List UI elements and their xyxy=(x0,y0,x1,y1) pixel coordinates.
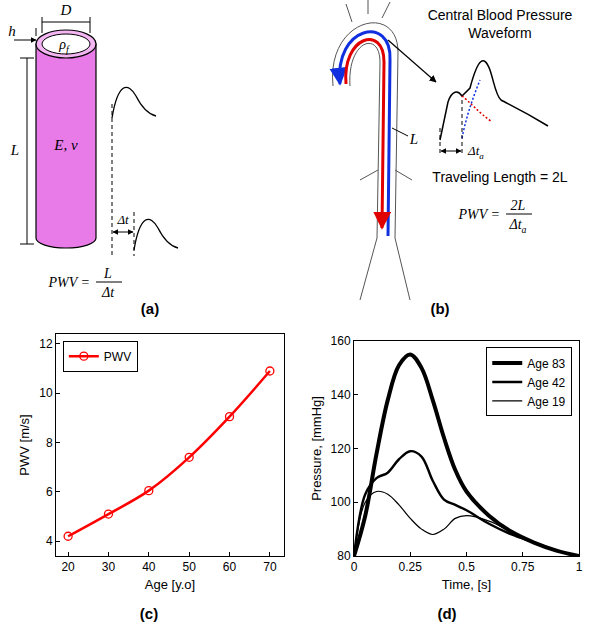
svg-text:160: 160 xyxy=(331,334,351,348)
svg-text:Pressure, [mmHg]: Pressure, [mmHg] xyxy=(309,396,324,501)
svg-text:PWV =: PWV = xyxy=(458,207,500,222)
svg-text:0.25: 0.25 xyxy=(399,560,423,574)
svg-text:(b): (b) xyxy=(430,300,449,317)
svg-text:30: 30 xyxy=(102,560,116,574)
svg-text:12: 12 xyxy=(39,337,53,351)
svg-text:1: 1 xyxy=(576,560,583,574)
svg-text:D: D xyxy=(60,2,72,18)
svg-text:Central Blood Pressure: Central Blood Pressure xyxy=(428,7,573,23)
svg-text:Time, [s]: Time, [s] xyxy=(442,577,491,592)
svg-text:Δta: Δta xyxy=(508,217,526,235)
svg-text:70: 70 xyxy=(263,560,277,574)
svg-text:2L: 2L xyxy=(511,198,526,213)
svg-text:Waveform: Waveform xyxy=(468,25,531,41)
svg-text:Age 19: Age 19 xyxy=(527,395,565,409)
svg-text:40: 40 xyxy=(142,560,156,574)
svg-text:PWV =: PWV = xyxy=(48,275,90,290)
svg-text:10: 10 xyxy=(39,386,53,400)
svg-text:PWV: PWV xyxy=(104,350,131,364)
svg-text:h: h xyxy=(8,23,16,39)
svg-text:4: 4 xyxy=(46,534,53,548)
svg-text:6: 6 xyxy=(46,485,53,499)
svg-text:60: 60 xyxy=(223,560,237,574)
svg-text:0.75: 0.75 xyxy=(511,560,535,574)
svg-text:0: 0 xyxy=(351,560,358,574)
svg-text:Age [y.o]: Age [y.o] xyxy=(145,577,195,592)
svg-text:Δt: Δt xyxy=(116,212,129,227)
svg-text:(a): (a) xyxy=(141,300,159,317)
svg-text:Traveling Length = 2L: Traveling Length = 2L xyxy=(432,169,568,185)
svg-text:140: 140 xyxy=(331,388,351,402)
svg-text:L: L xyxy=(409,131,418,147)
svg-text:ρf: ρf xyxy=(58,37,70,55)
svg-text:Age 42: Age 42 xyxy=(527,376,565,390)
svg-text:80: 80 xyxy=(337,549,351,563)
svg-text:E, ν: E, ν xyxy=(53,137,78,153)
svg-text:L: L xyxy=(103,266,112,281)
svg-text:50: 50 xyxy=(182,560,196,574)
svg-text:Age 83: Age 83 xyxy=(527,357,565,371)
svg-text:120: 120 xyxy=(331,442,351,456)
svg-text:100: 100 xyxy=(331,495,351,509)
html-text:(c): (c) xyxy=(139,605,159,622)
svg-text:8: 8 xyxy=(46,436,53,450)
svg-text:PWV [m/s]: PWV [m/s] xyxy=(17,414,32,475)
svg-text:L: L xyxy=(10,142,19,158)
svg-text:Δt: Δt xyxy=(101,285,115,300)
svg-text:0.5: 0.5 xyxy=(458,560,475,574)
svg-text:Δta: Δta xyxy=(467,143,484,161)
svg-text:20: 20 xyxy=(61,560,75,574)
html-text:(d): (d) xyxy=(437,605,457,622)
